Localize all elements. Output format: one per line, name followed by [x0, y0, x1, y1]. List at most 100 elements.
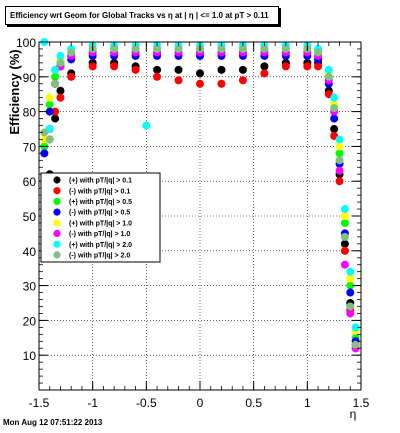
data-point	[346, 274, 355, 283]
data-point	[56, 86, 65, 95]
x-axis-label: η	[350, 407, 357, 421]
data-point	[281, 62, 290, 71]
data-point	[324, 72, 333, 81]
data-point	[238, 65, 247, 74]
x-tick-label: -0.5	[136, 396, 157, 410]
y-tick-label: 50	[23, 210, 37, 224]
data-point	[174, 76, 183, 85]
data-point	[260, 44, 269, 53]
data-point	[346, 281, 355, 290]
data-point	[346, 309, 355, 318]
data-point	[335, 156, 344, 165]
data-point	[217, 79, 226, 88]
data-point	[351, 340, 360, 349]
data-point	[40, 149, 49, 158]
legend-entry: (-) with pT/|q| > 2.0	[69, 253, 130, 260]
legend-marker	[53, 240, 61, 248]
x-tick-label: 1.5	[353, 396, 370, 410]
data-point	[153, 65, 162, 74]
data-point	[45, 93, 54, 102]
timestamp: Mon Aug 12 07:51:22 2013	[3, 418, 103, 427]
data-point	[340, 246, 349, 255]
data-point	[340, 212, 349, 220]
data-point	[153, 72, 162, 81]
data-point	[335, 135, 344, 144]
y-tick-label: 80	[23, 106, 37, 120]
data-point	[238, 76, 247, 85]
legend-marker	[53, 187, 61, 195]
data-point	[330, 93, 339, 102]
legend-marker	[53, 197, 61, 205]
data-point	[45, 107, 54, 116]
data-point	[330, 125, 339, 133]
data-point	[346, 302, 355, 311]
data-point	[238, 44, 247, 53]
data-point	[174, 65, 183, 74]
y-tick-label: 30	[23, 280, 37, 294]
data-point	[67, 48, 76, 57]
data-point	[142, 121, 151, 130]
data-point	[335, 149, 344, 158]
data-point	[217, 65, 226, 74]
x-tick-label: 1	[304, 396, 311, 410]
y-axis-label: Efficiency (%)	[7, 49, 22, 134]
data-point	[67, 72, 76, 81]
data-point	[131, 44, 140, 53]
data-point	[56, 93, 65, 102]
legend-marker	[53, 176, 61, 184]
legend-entry: (+) with pT/|q| > 0.5	[69, 199, 132, 206]
legend-entry: (+) with pT/|q| > 2.0	[69, 242, 132, 249]
legend-marker	[53, 208, 61, 216]
x-tick-label: -1	[87, 396, 98, 410]
legend-entry: (+) with pT/|q| > 0.1	[69, 178, 132, 185]
data-point	[340, 232, 349, 241]
legend-marker	[53, 229, 61, 238]
data-point	[110, 62, 119, 71]
data-point	[260, 62, 269, 71]
data-point	[340, 218, 349, 227]
x-tick-labels: -1.5 -1 -0.5 0 0.5 1 1.5	[29, 396, 370, 410]
data-point	[335, 166, 344, 175]
data-point	[56, 58, 65, 67]
data-point	[88, 62, 97, 71]
legend-entry: (-) with pT/|q| > 1.0	[69, 231, 130, 238]
legend: (+) with pT/|q| > 0.1 (-) with pT/|q| > 0…	[40, 172, 161, 263]
data-point	[51, 72, 60, 81]
y-tick-label: 60	[23, 175, 37, 189]
y-tick-label: 20	[23, 314, 37, 328]
y-tick-label: 90	[23, 71, 37, 85]
data-point	[196, 69, 204, 78]
data-point	[335, 142, 344, 151]
legend-entry: (-) with pT/|q| > 0.1	[69, 188, 130, 195]
data-point	[351, 323, 360, 332]
data-point	[196, 79, 204, 88]
data-point	[330, 104, 339, 113]
legend-box	[40, 172, 161, 263]
x-tick-label: 0.5	[245, 396, 262, 410]
data-point	[314, 48, 323, 57]
legend-entry: (+) with pT/|q| > 1.0	[69, 220, 132, 227]
y-tick-labels: 10 20 30 40 50 60 70 80 90 100	[16, 36, 36, 363]
legend-marker	[53, 251, 61, 259]
data-point	[217, 44, 226, 53]
data-point	[314, 62, 323, 71]
data-point	[45, 135, 54, 144]
data-point	[56, 51, 65, 60]
y-tick-label: 40	[23, 245, 37, 259]
data-point	[335, 177, 344, 186]
data-point	[303, 62, 312, 71]
chart-title: Efficiency wrt Geom for Global Tracks vs…	[5, 6, 279, 25]
legend-marker	[53, 219, 61, 227]
data-point	[260, 69, 269, 78]
data-point	[340, 239, 349, 248]
legend-entry: (-) with pT/|q| > 0.5	[69, 210, 130, 217]
series	[40, 44, 360, 349]
data-point	[153, 44, 162, 53]
data-point	[340, 205, 349, 214]
y-tick-label: 10	[23, 349, 37, 363]
data-point	[346, 267, 355, 276]
data-point	[51, 79, 60, 88]
data-point	[340, 260, 349, 269]
data-point	[110, 44, 119, 53]
data-point	[51, 65, 60, 74]
